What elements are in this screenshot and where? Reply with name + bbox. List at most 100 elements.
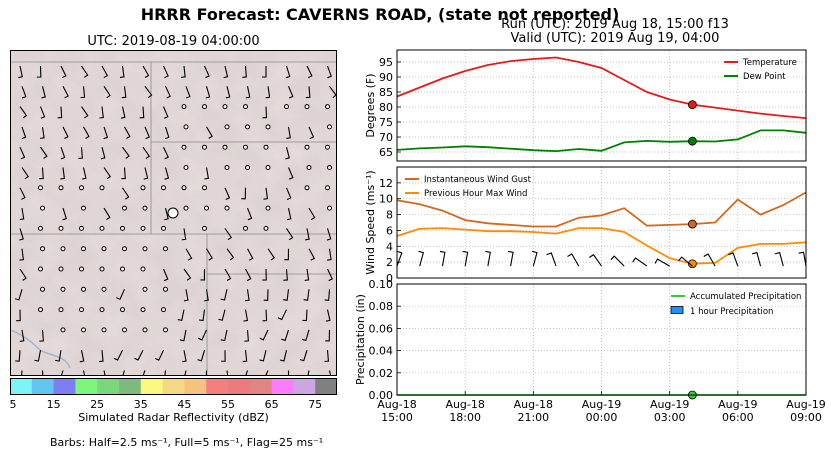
wind-barb <box>162 268 169 282</box>
y-tick-label: 4 <box>386 240 393 253</box>
colorbar-cell <box>228 378 251 395</box>
wind-barb <box>287 167 294 180</box>
wind-barb <box>120 106 126 119</box>
calm-circle <box>140 185 146 191</box>
wind-barb <box>103 370 106 376</box>
calm-circle <box>265 205 271 211</box>
calm-circle <box>101 327 107 333</box>
wind-barb <box>262 309 268 322</box>
wind-barb <box>143 167 149 180</box>
wind-barb <box>103 126 109 140</box>
calm-circle <box>304 104 310 110</box>
wind-barb <box>259 350 267 362</box>
wind-barb <box>62 86 69 99</box>
chart-legend: Temperature Dew Point <box>724 58 797 82</box>
wind-barb <box>283 289 290 301</box>
colorbar-cell <box>31 378 55 395</box>
chart-frame <box>396 49 807 162</box>
calm-circle <box>224 165 230 170</box>
colorbar-cell <box>53 378 76 395</box>
calm-circle <box>40 205 45 211</box>
barbs-note: Barbs: Half=2.5 ms⁻¹, Full=5 ms⁻¹, Flag=… <box>50 436 324 449</box>
calm-circle <box>38 185 43 191</box>
x-tick-label-date: Aug-19 <box>718 398 757 411</box>
wind-barb <box>678 256 693 267</box>
colorbar-cell <box>119 378 142 395</box>
x-tick-label-time: 09:00 <box>790 411 822 424</box>
wind-barb <box>16 309 21 322</box>
calm-circle <box>183 165 189 170</box>
calm-circle <box>243 104 248 110</box>
wind-barb <box>302 309 308 322</box>
wind-barb <box>34 350 42 362</box>
wind-barb <box>103 85 111 99</box>
y-tick-label: 6 <box>386 224 393 237</box>
x-tick-label-date: Aug-19 <box>650 398 689 411</box>
wind-barb <box>204 289 209 302</box>
wind-barb <box>183 268 192 281</box>
calm-circle <box>38 266 43 272</box>
calm-circle <box>58 185 64 191</box>
wind-barb <box>224 268 232 281</box>
wind-barb <box>163 146 169 160</box>
legend-label: Previous Hour Max Wind <box>424 189 527 199</box>
wind-barb <box>62 126 69 140</box>
calm-circle <box>245 124 250 130</box>
wind-barb <box>286 126 291 139</box>
wind-barb <box>267 248 275 261</box>
colorbar-cell <box>206 378 229 395</box>
wind-barb <box>418 250 425 267</box>
wind-barb <box>122 370 126 376</box>
wind-barb <box>134 349 144 361</box>
calm-circle <box>325 104 330 110</box>
wind-barb <box>122 146 130 159</box>
wind-barb <box>325 309 331 322</box>
wind-barb <box>41 86 46 99</box>
wind-barb <box>396 250 403 267</box>
wind-barb <box>139 106 145 119</box>
calm-circle <box>101 286 107 292</box>
calm-circle <box>60 246 66 252</box>
wind-barb <box>116 289 126 301</box>
y-tick-label: 95 <box>379 56 393 69</box>
wind-barb <box>205 86 211 99</box>
wind-barb <box>508 250 514 267</box>
colorbar-tick-label: 75 <box>308 398 322 410</box>
x-tick-label-time: 21:00 <box>517 411 549 424</box>
y-tick-label: 0.10 <box>369 278 394 291</box>
calm-circle <box>142 327 148 333</box>
y-tick-label: 75 <box>379 116 393 129</box>
wind-barb <box>164 207 169 221</box>
wind-barb <box>439 250 446 267</box>
wind-barb <box>15 350 21 362</box>
calm-circle <box>58 225 64 231</box>
wind-barb <box>247 248 254 261</box>
wind-barb <box>610 255 625 267</box>
calm-circle <box>243 144 248 150</box>
wind-barb <box>14 289 23 301</box>
calm-circle <box>202 185 207 191</box>
wind-barb <box>328 370 332 376</box>
colorbar-cell <box>271 378 294 395</box>
y-tick-label: 2 <box>386 256 393 269</box>
calm-circle <box>163 246 168 252</box>
wind-barb <box>308 207 316 221</box>
calm-circle <box>222 104 228 110</box>
wind-barb <box>285 65 291 79</box>
wind-barb <box>245 268 252 282</box>
wind-barb <box>19 106 28 119</box>
calm-circle <box>181 104 187 110</box>
calm-circle <box>327 124 332 130</box>
wind-barb <box>101 65 109 79</box>
wind-barb <box>327 248 332 261</box>
wind-barb <box>308 126 315 140</box>
wind-barb <box>301 329 310 342</box>
wind-barb <box>81 167 87 180</box>
calm-circle <box>142 286 148 292</box>
wind-barb <box>83 126 90 139</box>
wind-barb <box>206 248 213 261</box>
wind-barb <box>40 146 48 159</box>
wind-barb <box>181 228 187 241</box>
calm-circle <box>327 165 332 170</box>
